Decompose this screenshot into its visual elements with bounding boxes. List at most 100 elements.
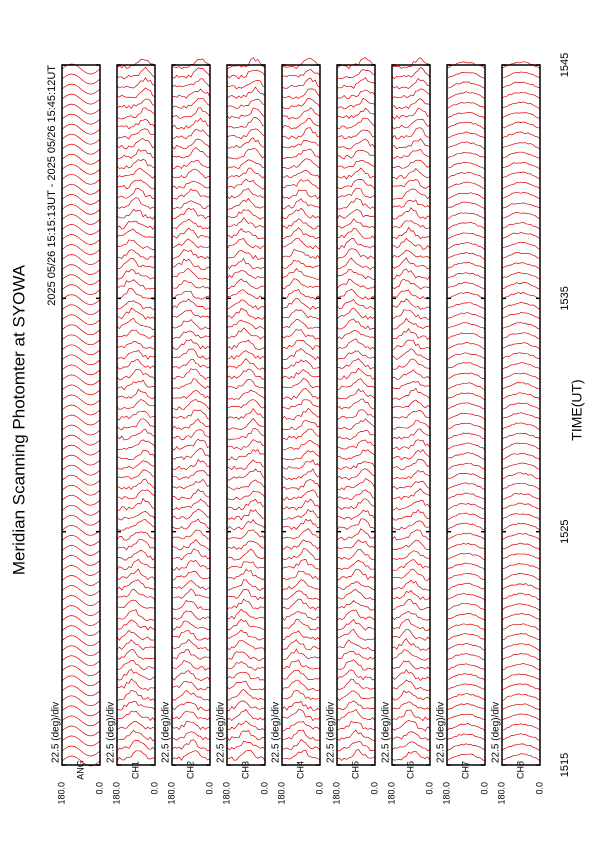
y-tick-label: 180.0 (496, 782, 506, 805)
scan-trace (501, 92, 541, 99)
scan-trace (391, 690, 431, 701)
scan-trace (392, 458, 431, 471)
scan-trace (336, 367, 376, 380)
panel-frame (446, 64, 486, 766)
scan-trace (281, 377, 321, 389)
y-tick-label: 180.0 (111, 782, 121, 805)
scan-trace (226, 629, 266, 641)
scan-trace (116, 257, 156, 269)
scan-trace (446, 482, 486, 490)
scan-trace (171, 290, 211, 300)
scan-trace (61, 224, 101, 235)
scan-trace (281, 97, 321, 110)
scan-trace (391, 298, 431, 310)
scan-trace (171, 249, 211, 260)
panel-frame (281, 64, 321, 766)
scan-trace (281, 598, 321, 611)
scan-trace (281, 218, 321, 230)
scan-trace (171, 620, 211, 631)
scan-trace (336, 129, 376, 140)
scan-trace (226, 299, 266, 311)
scan-trace (226, 740, 266, 751)
scan-trace (116, 579, 156, 591)
scan-trace (391, 188, 431, 200)
scan-trace (501, 743, 541, 751)
scan-trace (501, 252, 541, 260)
scan-trace (61, 153, 101, 165)
scan-trace (116, 568, 156, 581)
scan-trace (281, 489, 321, 501)
scan-trace (501, 723, 541, 731)
scan-trace (226, 518, 266, 531)
scan-trace (281, 700, 321, 711)
scan-trace (116, 599, 156, 609)
scan-trace (281, 198, 321, 210)
scan-trace (226, 700, 266, 711)
scan-trace (61, 324, 101, 336)
scan-trace (391, 88, 431, 100)
scan-trace (226, 128, 266, 140)
scan-trace (391, 327, 431, 340)
scan-trace (226, 708, 266, 721)
scan-trace (226, 479, 266, 491)
scan-trace (116, 287, 156, 300)
scan-trace (116, 138, 156, 150)
panel-scale-label: 22.5 (deg)/div (216, 702, 227, 763)
scan-trace (391, 77, 431, 90)
scan-trace (391, 167, 431, 180)
scan-trace (446, 352, 486, 361)
scan-trace (446, 302, 486, 310)
scan-trace (281, 450, 321, 461)
scan-trace (501, 282, 541, 290)
scan-trace (116, 197, 156, 210)
scan-trace (281, 721, 321, 731)
scan-trace (116, 388, 156, 400)
scan-trace (226, 289, 266, 300)
scan-trace (226, 80, 266, 90)
scan-trace (337, 548, 376, 561)
x-tick-label: 1535 (559, 286, 571, 310)
scan-trace (446, 281, 486, 290)
scan-trace (116, 497, 156, 511)
scan-trace (61, 715, 101, 727)
y-tick-label: 0.0 (204, 782, 214, 795)
scan-trace (446, 723, 486, 732)
scan-trace (281, 347, 321, 361)
scan-trace (116, 721, 156, 730)
trace-group (336, 57, 376, 761)
scan-trace (61, 575, 101, 586)
scan-trace (61, 595, 101, 606)
scan-trace (171, 280, 211, 290)
scan-trace (281, 579, 321, 591)
scan-trace (391, 381, 431, 390)
scan-trace (446, 312, 486, 320)
scan-trace (61, 444, 101, 456)
scan-trace (446, 653, 486, 661)
scan-trace (281, 739, 321, 751)
scan-trace (226, 498, 266, 511)
scan-trace (446, 212, 486, 220)
scan-trace (116, 588, 156, 600)
scan-trace (116, 168, 156, 179)
scan-trace (501, 612, 541, 621)
scan-trace (336, 478, 376, 491)
scan-trace (116, 239, 156, 250)
scan-trace (171, 238, 211, 249)
scan-trace (171, 458, 211, 471)
scan-trace (61, 163, 101, 175)
scan-trace (281, 548, 321, 561)
scan-trace (336, 409, 376, 420)
scan-trace (281, 227, 321, 239)
scan-trace (336, 568, 376, 581)
y-tick-label: 180.0 (331, 782, 341, 805)
scan-trace (446, 592, 486, 601)
scan-trace (391, 701, 431, 711)
y-tick-label: 0.0 (149, 782, 159, 795)
scan-trace (226, 159, 266, 170)
chart-subtitle: 2025 05/26 15:15:13UT - 2025 05/26 15:45… (46, 65, 58, 306)
scan-trace (226, 540, 266, 550)
scan-trace (61, 545, 101, 556)
scan-trace (61, 725, 101, 737)
scan-trace (226, 378, 266, 390)
scan-trace (281, 369, 321, 380)
